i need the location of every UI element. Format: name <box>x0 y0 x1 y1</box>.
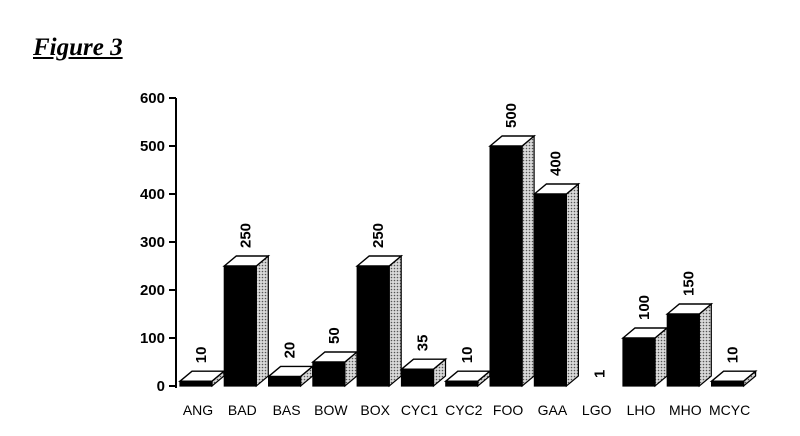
y-tick-label: 200 <box>140 282 165 299</box>
bar-top <box>222 255 271 267</box>
bar-front <box>533 193 568 387</box>
y-tick-label: 300 <box>140 234 165 251</box>
bar-top <box>355 255 404 267</box>
data-label: 250 <box>370 223 387 248</box>
y-axis: 0 100 200 300 400 500 600 <box>140 90 177 395</box>
category-label: CYC1 <box>401 402 439 418</box>
category-label: BAS <box>273 402 301 418</box>
bar <box>665 302 714 388</box>
data-label: 500 <box>503 103 520 128</box>
data-label: 10 <box>193 347 210 364</box>
data-label: 10 <box>459 347 476 364</box>
bar-side <box>698 302 712 388</box>
y-tick-label: 500 <box>140 138 165 155</box>
bar-front <box>445 380 479 387</box>
y-tick-label: 0 <box>157 378 165 395</box>
bar <box>488 134 537 388</box>
bar <box>399 357 448 388</box>
bar-top <box>709 370 758 382</box>
bar-front <box>312 361 346 387</box>
bar-front <box>710 380 745 387</box>
data-label: 1 <box>592 370 609 378</box>
bar <box>621 326 669 388</box>
bar-side <box>255 254 269 388</box>
bar-front <box>622 337 656 387</box>
y-tick-label: 400 <box>140 186 165 203</box>
bar-side <box>521 134 535 388</box>
data-label: 150 <box>680 271 697 296</box>
bar <box>443 369 492 388</box>
y-tick-label: 100 <box>140 330 165 347</box>
bars <box>178 134 758 388</box>
data-label: 100 <box>636 295 653 320</box>
category-label: ANG <box>183 402 213 418</box>
data-label: 400 <box>547 151 564 176</box>
labels: 10 ANG 250 BAD 20 BAS 50 BOW 250 BOX 35 CYC1 10 CYC2 5… <box>183 103 750 418</box>
bar <box>532 182 581 388</box>
category-label: CYC2 <box>445 402 483 418</box>
bar-front <box>400 368 435 387</box>
bar-front <box>223 265 257 387</box>
category-label: FOO <box>493 402 523 418</box>
bar-front <box>489 145 523 387</box>
data-label: 20 <box>282 342 299 359</box>
category-label: LHO <box>627 402 656 418</box>
bar-top <box>399 358 448 370</box>
bar <box>709 369 758 388</box>
bar-top <box>488 135 537 147</box>
bar-side <box>565 182 580 388</box>
category-label: GAA <box>538 402 568 418</box>
category-label: LGO <box>582 402 612 418</box>
bar-front <box>179 380 213 387</box>
category-label: BOW <box>314 402 348 418</box>
data-label: 10 <box>725 347 742 364</box>
bar-top <box>532 183 581 195</box>
bar-front <box>268 375 302 387</box>
bar-side <box>388 254 402 388</box>
y-tick-label: 600 <box>140 90 165 107</box>
data-label: 35 <box>415 335 432 352</box>
figure-label: Figure 3 <box>33 34 123 61</box>
bar <box>178 369 226 388</box>
bar <box>222 254 271 388</box>
bar-top <box>665 303 714 315</box>
bar <box>310 350 359 388</box>
bar <box>266 365 315 388</box>
data-label: 50 <box>326 327 343 344</box>
category-label: BAD <box>228 402 257 418</box>
category-label: MCYC <box>709 402 750 418</box>
bar-front <box>356 265 390 387</box>
category-label: BOX <box>360 402 390 418</box>
category-label: MHO <box>669 402 702 418</box>
data-label: 250 <box>237 223 254 248</box>
bar-front <box>666 313 700 387</box>
bar <box>355 254 404 388</box>
